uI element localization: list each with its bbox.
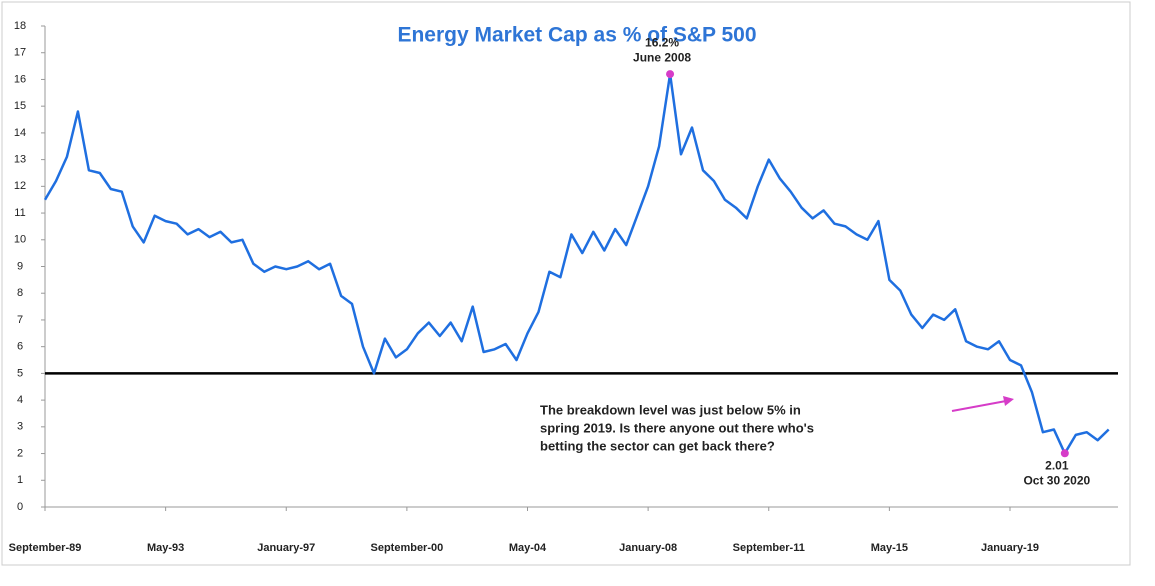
y-tick-label: 6	[17, 341, 23, 353]
x-tick-label: May-93	[147, 542, 184, 554]
y-tick-label: 10	[14, 234, 26, 246]
note-line: betting the sector can get back there?	[540, 438, 775, 453]
y-tick-label: 18	[14, 20, 26, 32]
y-tick-label: 15	[14, 100, 26, 112]
annotation-label: 2.01	[1045, 458, 1069, 472]
annotation-marker	[666, 70, 675, 79]
note-line: spring 2019. Is there anyone out there w…	[540, 420, 814, 435]
y-tick-label: 14	[14, 127, 26, 139]
x-tick-label: May-04	[509, 542, 547, 554]
x-tick-label: January-19	[981, 542, 1039, 554]
y-tick-label: 0	[17, 501, 23, 513]
chart-title: Energy Market Cap as % of S&P 500	[397, 24, 756, 47]
y-tick-label: 5	[17, 367, 23, 379]
y-tick-label: 11	[14, 207, 25, 219]
data-line	[43, 72, 1110, 455]
annotation-date: June 2008	[633, 50, 691, 64]
arrow-line	[951, 400, 1007, 412]
y-tick-label: 16	[14, 73, 26, 85]
y-tick-label: 9	[17, 260, 23, 272]
x-tick-label: September-00	[370, 542, 443, 554]
annotation-date: Oct 30 2020	[1023, 473, 1090, 487]
y-tick-label: 13	[14, 154, 26, 166]
x-tick-label: January-97	[257, 542, 315, 554]
x-tick-label: May-15	[871, 542, 908, 554]
y-tick-label: 1	[17, 474, 23, 486]
x-tick-label: January-08	[619, 542, 677, 554]
y-tick-label: 12	[14, 180, 26, 192]
x-tick-label: September-11	[733, 542, 805, 554]
y-tick-label: 3	[17, 421, 23, 433]
y-tick-label: 8	[17, 287, 23, 299]
y-tick-label: 17	[14, 47, 26, 59]
frame	[1, 1, 1131, 566]
y-tick-label: 7	[17, 314, 23, 326]
annotation-label: 16.2%	[645, 35, 679, 49]
y-tick-label: 2	[17, 447, 23, 459]
arrow-head	[1003, 396, 1014, 406]
x-tick-label: September-89	[9, 542, 82, 554]
note-line: The breakdown level was just below 5% in	[540, 402, 801, 417]
y-tick-label: 4	[17, 394, 23, 406]
annotation-marker	[1060, 449, 1069, 458]
